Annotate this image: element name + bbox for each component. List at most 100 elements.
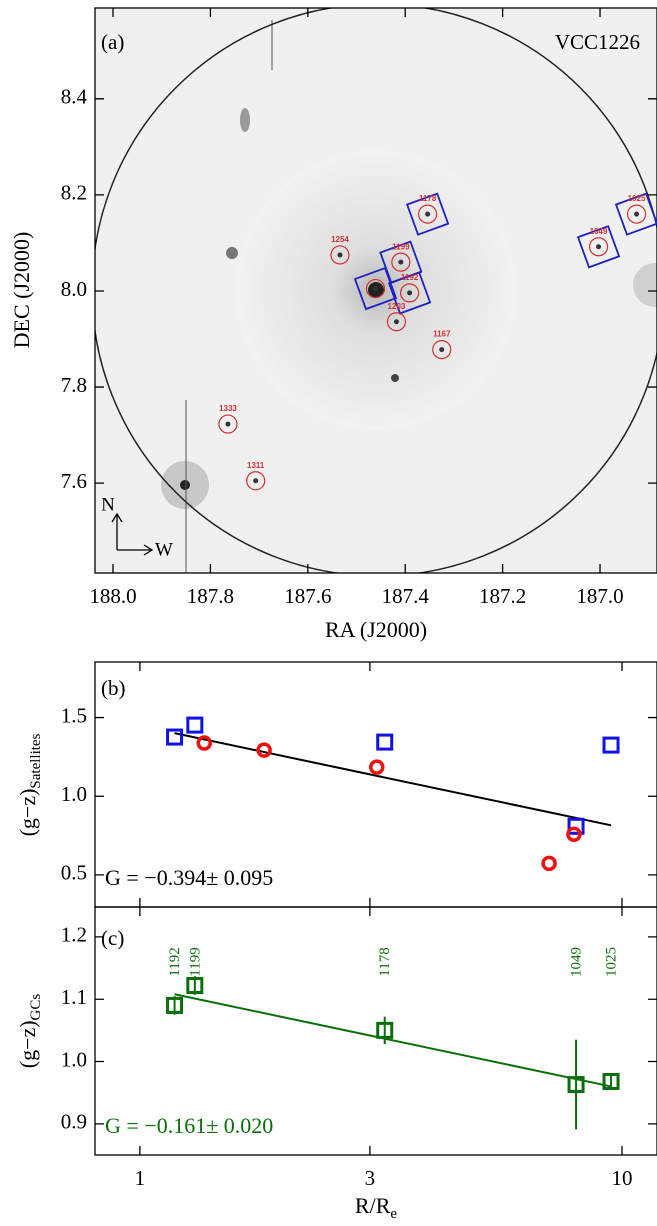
x-tick-label: 187.8 xyxy=(187,584,234,608)
source-marker xyxy=(218,414,238,434)
source-label: 1333 xyxy=(219,404,237,413)
x-tick-label: 187.6 xyxy=(284,584,331,608)
data-point xyxy=(186,716,204,734)
panel-label: (b) xyxy=(101,676,126,700)
data-point xyxy=(196,735,213,751)
source-label: 1167 xyxy=(433,330,451,339)
chart-title: VCC1226 xyxy=(555,30,640,54)
x-tick-label: 187.0 xyxy=(576,584,623,608)
source-core xyxy=(407,290,413,296)
source-core xyxy=(225,421,231,427)
selected-box xyxy=(614,192,657,236)
data-point xyxy=(602,1072,620,1090)
data-point xyxy=(256,742,272,758)
source-marker xyxy=(365,278,386,299)
point-label: 1178 xyxy=(377,947,393,976)
y-tick-label: 1.0 xyxy=(61,782,87,806)
data-point xyxy=(567,817,585,835)
data-point xyxy=(566,826,582,843)
y-tick-label: 7.8 xyxy=(61,373,87,397)
source-core xyxy=(253,478,259,484)
compass-north: N xyxy=(101,494,115,515)
source-core xyxy=(634,211,640,217)
y-tick-label: 1.1 xyxy=(61,985,87,1009)
x-tick-label: 10 xyxy=(611,1166,632,1190)
source-marker xyxy=(588,237,609,257)
y-axis-label: DEC (J2000) xyxy=(9,232,34,349)
source-marker xyxy=(330,245,350,265)
point-label: 1049 xyxy=(568,947,584,977)
data-point xyxy=(166,996,184,1014)
y-tick-label: 7.6 xyxy=(61,469,87,493)
data-point xyxy=(541,855,557,872)
x-axis-label: RA (J2000) xyxy=(325,617,427,642)
y-axis-label-sub: GCs xyxy=(28,994,44,1021)
annotation: G = −0.161± 0.020 xyxy=(105,1113,273,1138)
x-tick-label: 187.4 xyxy=(382,584,430,608)
x-tick-label: 1 xyxy=(135,1166,146,1190)
compass xyxy=(111,512,154,556)
source-label: 1178 xyxy=(419,194,437,203)
x-axis-label-main: R/R xyxy=(355,1193,391,1218)
y-tick-label: 8.0 xyxy=(61,277,87,301)
source-marker xyxy=(246,471,266,491)
point-label: 1025 xyxy=(603,947,619,977)
point-label: 1192 xyxy=(167,947,183,976)
data-point xyxy=(602,736,620,754)
source-core xyxy=(398,259,404,265)
source-label: 1192 xyxy=(401,273,419,282)
compass-west: W xyxy=(155,539,173,560)
data-point xyxy=(376,733,394,751)
y-tick-label: 1.5 xyxy=(61,703,87,727)
source-core xyxy=(337,252,343,258)
source-core xyxy=(596,244,602,250)
plot-frame xyxy=(94,906,657,1156)
selected-box xyxy=(576,225,621,269)
source-marker xyxy=(400,283,420,303)
selected-box xyxy=(405,192,450,236)
source-label: 1025 xyxy=(628,194,646,203)
y-axis-label-main: (g−z) xyxy=(15,789,40,837)
y-tick-label: 1.2 xyxy=(61,923,87,947)
x-axis-label-sub: e xyxy=(390,1206,397,1222)
source-label: 1049 xyxy=(590,227,608,236)
source-marker xyxy=(626,204,647,224)
source-core xyxy=(373,286,379,292)
y-tick-label: 0.5 xyxy=(61,861,87,885)
annotation: G = −0.394± 0.095 xyxy=(105,865,273,890)
source-marker xyxy=(432,339,452,360)
selected-box xyxy=(353,266,398,311)
data-point xyxy=(166,728,184,746)
source-core xyxy=(425,211,431,217)
panel-label: (a) xyxy=(101,30,124,54)
fit-line xyxy=(174,732,612,827)
source-label: 1311 xyxy=(247,461,265,470)
y-axis-label-sub: Satellites xyxy=(28,733,44,788)
y-tick-label: 8.2 xyxy=(61,181,87,205)
y-tick-label: 0.9 xyxy=(61,1110,87,1134)
data-point xyxy=(369,759,385,775)
panel-label: (c) xyxy=(101,926,124,950)
data-point xyxy=(567,1076,585,1094)
point-label: 1199 xyxy=(187,947,203,976)
source-marker xyxy=(386,312,407,332)
x-tick-label: 187.2 xyxy=(479,584,526,608)
data-point xyxy=(376,1021,394,1039)
y-tick-label: 1.0 xyxy=(61,1047,87,1071)
source-label: 1199 xyxy=(392,242,410,251)
x-axis-label: R/Re xyxy=(355,1193,397,1222)
data-point xyxy=(186,977,204,995)
source-label: 1254 xyxy=(331,235,349,244)
y-axis-label: (g−z)GCs xyxy=(15,994,44,1069)
x-tick-label: 3 xyxy=(365,1166,376,1190)
y-tick-label: 8.4 xyxy=(61,85,88,109)
y-axis-label-main: (g−z) xyxy=(15,1020,40,1068)
source-marker xyxy=(418,204,438,224)
source-core xyxy=(393,319,399,325)
x-tick-label: 188.0 xyxy=(89,584,136,608)
fit-line xyxy=(174,993,612,1088)
source-core xyxy=(439,347,445,353)
y-axis-label: (g−z)Satellites xyxy=(15,733,44,836)
source-label: 1203 xyxy=(388,302,406,311)
